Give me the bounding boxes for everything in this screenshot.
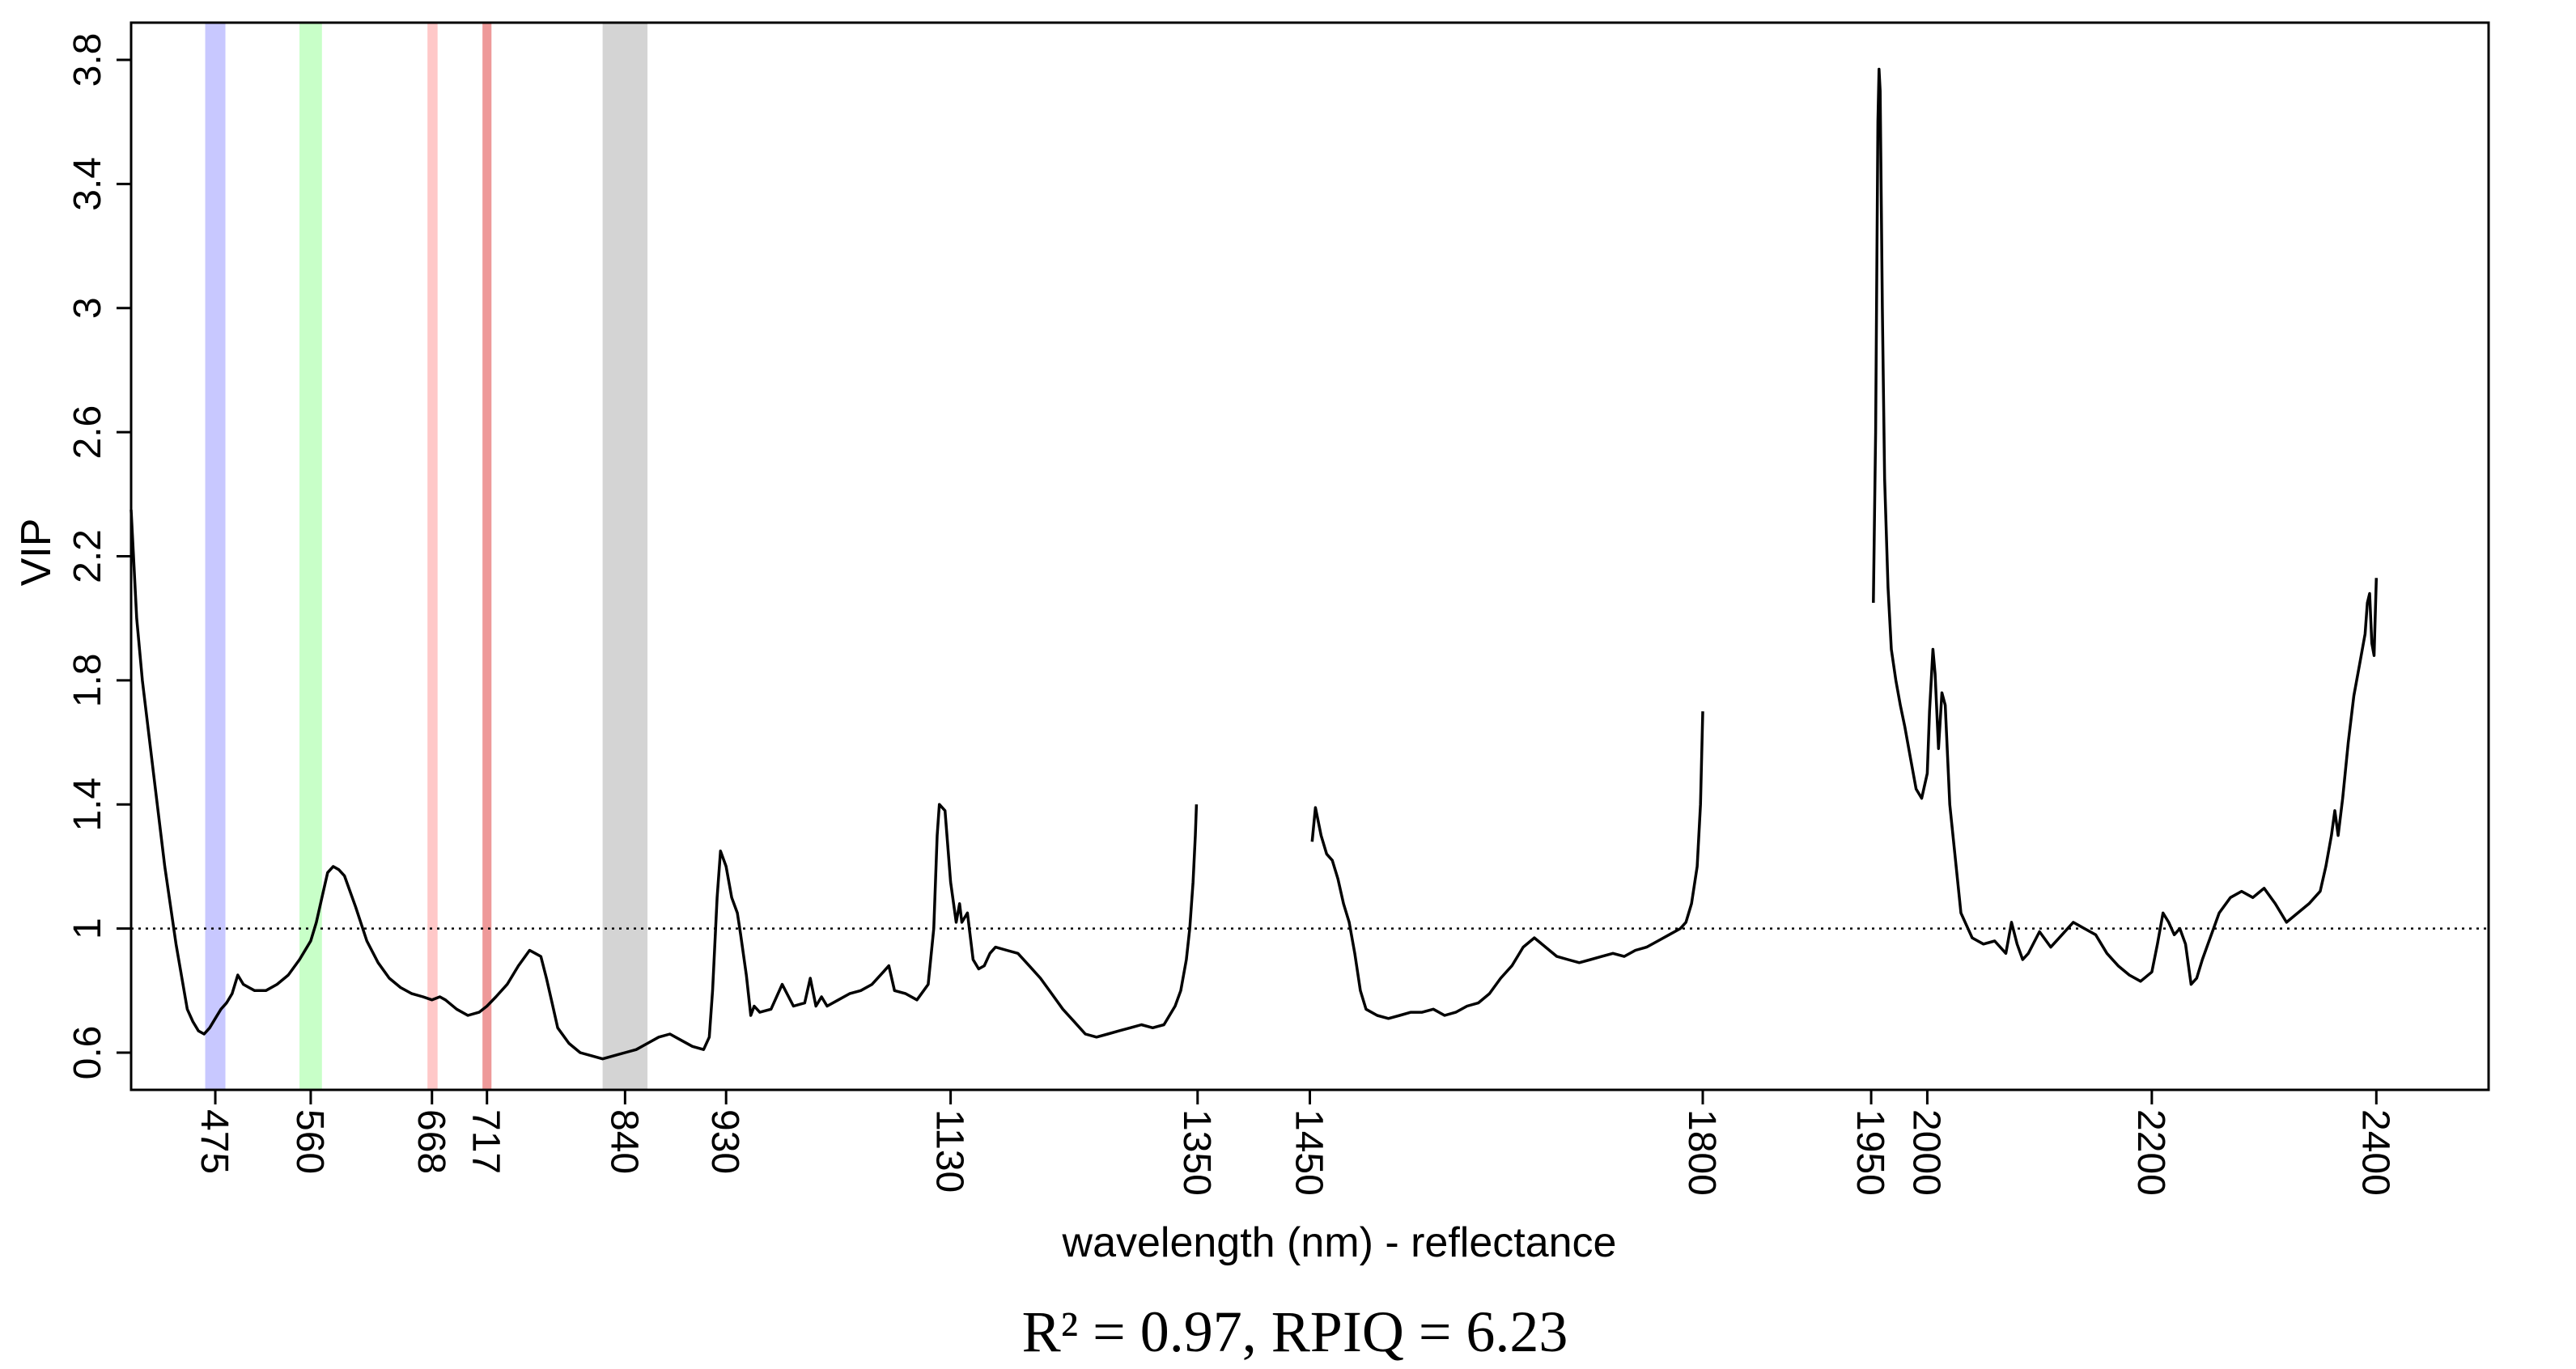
y-tick-label-0: 0.6 xyxy=(66,1026,109,1080)
y-axis-title: VIP xyxy=(13,519,60,587)
y-tick-label-2: 1.4 xyxy=(66,778,109,832)
series-segment-2 xyxy=(1872,67,2379,986)
x-tick-label-0: 475 xyxy=(193,1109,236,1174)
series-segment-0 xyxy=(129,509,1199,1061)
y-tick-label-8: 3.8 xyxy=(66,33,109,87)
x-tick-label-9: 1800 xyxy=(1680,1109,1723,1196)
x-tick-label-1: 560 xyxy=(288,1109,331,1174)
model-metrics: R² = 0.97, RPIQ = 6.23 xyxy=(1022,1299,1568,1364)
x-tick-label-7: 1350 xyxy=(1175,1109,1218,1196)
y-tick-label-4: 2.2 xyxy=(66,529,109,583)
x-tick-label-3: 717 xyxy=(465,1109,507,1174)
x-tick-label-4: 840 xyxy=(602,1109,645,1174)
x-tick-label-11: 2000 xyxy=(1904,1109,1947,1196)
x-tick-label-12: 2200 xyxy=(2129,1109,2172,1196)
x-tick-label-10: 1950 xyxy=(1848,1109,1891,1196)
x-tick-label-8: 1450 xyxy=(1288,1109,1330,1196)
wavelength-bands xyxy=(205,23,648,1089)
x-axis-title: wavelength (nm) - reflectance xyxy=(1062,1219,1617,1266)
y-tick-label-6: 3 xyxy=(66,297,109,319)
y-axis: 0.6 1 1.4 1.8 2.2 2.6 3 3.4 3.8 xyxy=(66,33,131,1080)
y-tick-label-7: 3.4 xyxy=(66,157,109,211)
band-4 xyxy=(602,23,648,1089)
vip-series xyxy=(129,67,2379,1061)
band-0 xyxy=(205,23,226,1089)
series-segment-1 xyxy=(1310,711,1704,1020)
x-tick-label-13: 2400 xyxy=(2353,1109,2396,1196)
band-3 xyxy=(482,23,492,1089)
band-1 xyxy=(299,23,322,1089)
band-2 xyxy=(427,23,438,1089)
x-tick-label-5: 930 xyxy=(703,1109,746,1174)
y-tick-label-5: 2.6 xyxy=(66,405,109,460)
x-tick-label-2: 668 xyxy=(410,1109,452,1174)
y-tick-label-3: 1.8 xyxy=(66,654,109,708)
x-axis: 475 560 668 717 840 930 1130 1350 1450 1800 1950 20… xyxy=(193,1090,2396,1196)
y-tick-label-1: 1 xyxy=(66,918,109,939)
x-tick-label-6: 1130 xyxy=(928,1109,971,1193)
